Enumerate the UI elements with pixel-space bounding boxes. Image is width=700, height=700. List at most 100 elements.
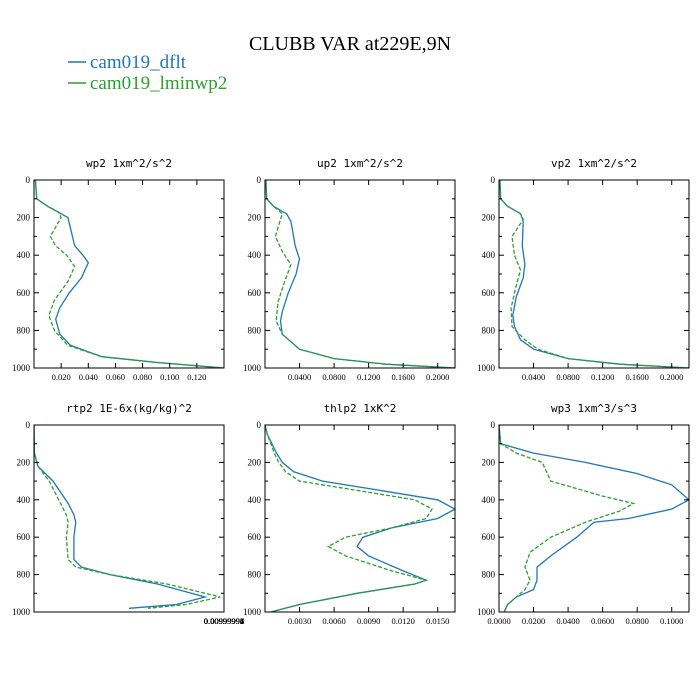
y-tick-label: 0 — [491, 175, 496, 185]
x-tick-label: 0.2000 — [660, 372, 683, 382]
y-tick-label: 800 — [17, 325, 31, 335]
y-tick-label: 1000 — [477, 607, 496, 617]
x-tick-label: 0.100 — [160, 372, 179, 382]
x-tick-label: 0.0400 — [522, 372, 545, 382]
series-line-lminwp2 — [499, 180, 689, 368]
y-tick-label: 400 — [482, 250, 496, 260]
series-line-dflt — [34, 180, 224, 368]
x-tick-label: 0.1000 — [660, 616, 683, 626]
panel-title: thlp2 1xK^2 — [324, 402, 397, 415]
series-line-dflt — [34, 425, 208, 609]
panel-3: vp2 1xm^2/s^2 0 200 400 600 800 1000 0.0400 0.08… — [477, 157, 690, 382]
x-tick-label: 0.1600 — [391, 372, 414, 382]
y-tick-label: 1000 — [12, 363, 31, 373]
series-line-lminwp2 — [265, 425, 433, 612]
y-tick-label: 1000 — [477, 363, 496, 373]
y-tick-label: 600 — [17, 532, 31, 542]
series-line-lminwp2 — [34, 180, 224, 368]
y-tick-label: 1000 — [243, 607, 262, 617]
x-tick-label: 0.0090 — [357, 616, 380, 626]
y-tick-label: 0 — [257, 420, 262, 430]
legend-label-lminwp2: cam019_lminwp2 — [90, 73, 227, 94]
y-tick-label: 1000 — [243, 363, 262, 373]
panel-title: rtp2 1E-6x(kg/kg)^2 — [66, 402, 192, 415]
x-tick-label: 0.120 — [187, 372, 206, 382]
y-tick-label: 600 — [482, 288, 496, 298]
y-tick-label: 200 — [17, 213, 31, 223]
y-tick-label: 400 — [482, 495, 496, 505]
series-line-dflt — [499, 180, 689, 368]
series-line-dflt — [499, 425, 689, 612]
x-tick-label: 0.0150 — [426, 616, 449, 626]
y-tick-label: 800 — [482, 325, 496, 335]
y-tick-label: 400 — [248, 495, 262, 505]
panel-title: vp2 1xm^2/s^2 — [551, 157, 637, 170]
series-line-dflt — [265, 180, 455, 368]
x-tick-label: 0.00999993 — [204, 616, 244, 626]
panel-title: wp3 1xm^3/s^3 — [551, 402, 637, 415]
x-tick-label: 0.00999994 — [204, 616, 245, 626]
y-tick-label: 1000 — [12, 607, 31, 617]
y-tick-label: 800 — [248, 325, 262, 335]
figure-title: CLUBB VAR at229E,9N — [249, 33, 451, 55]
x-tick-label: 0.1200 — [591, 372, 614, 382]
y-tick-label: 200 — [482, 213, 496, 223]
x-tick-label: 0.00999997 — [204, 616, 244, 626]
x-tick-label: 0.080 — [133, 372, 152, 382]
series-line-dflt — [265, 425, 455, 612]
x-tick-label: 0.040 — [79, 372, 98, 382]
panel-title: wp2 1xm^2/s^2 — [86, 157, 172, 170]
y-tick-label: 200 — [248, 213, 262, 223]
x-tick-label: 0.060 — [106, 372, 125, 382]
y-tick-label: 200 — [248, 457, 262, 467]
plot-frame — [264, 424, 456, 613]
panel-1: wp2 1xm^2/s^2 0 200 400 600 800 1000 0.020 0.040… — [12, 157, 225, 382]
plot-frame — [264, 179, 456, 369]
panel-grid: wp2 1xm^2/s^2 0 200 400 600 800 1000 0.020 0.040… — [12, 157, 690, 626]
y-tick-label: 0 — [26, 420, 31, 430]
y-tick-label: 600 — [248, 532, 262, 542]
x-tick-label: 0.00999995 — [204, 616, 244, 626]
series-line-lminwp2 — [34, 425, 221, 609]
y-tick-label: 800 — [248, 570, 262, 580]
y-tick-label: 200 — [482, 457, 496, 467]
panel-4: rtp2 1E-6x(kg/kg)^2 0 200 400 600 800 1000 0.00… — [12, 402, 245, 626]
y-tick-label: 400 — [17, 250, 31, 260]
y-tick-label: 0 — [257, 175, 262, 185]
x-tick-label: 0.0600 — [591, 616, 614, 626]
x-tick-label: 0.1200 — [357, 372, 380, 382]
x-tick-label: 0.00999991 — [204, 616, 244, 626]
y-tick-label: 600 — [482, 532, 496, 542]
y-tick-label: 600 — [17, 288, 31, 298]
x-tick-label: 0.2000 — [426, 372, 449, 382]
x-tick-label: 0.0200 — [522, 616, 545, 626]
x-tick-label: 0.0030 — [288, 616, 311, 626]
y-tick-label: 400 — [17, 495, 31, 505]
x-tick-label: 0.0800 — [322, 372, 345, 382]
x-tick-label: 0.0800 — [625, 616, 648, 626]
y-tick-label: 200 — [17, 457, 31, 467]
x-tick-label: 0.0060 — [322, 616, 345, 626]
x-tick-label: 0.00999996 — [204, 616, 244, 626]
panel-title: up2 1xm^2/s^2 — [317, 157, 403, 170]
x-tick-label: 0.0000 — [487, 616, 510, 626]
series-line-lminwp2 — [499, 425, 636, 612]
panel-5: thlp2 1xK^2 0 200 400 600 800 1000 0.0030 0.0060… — [243, 402, 456, 626]
legend-label-dflt: cam019_dflt — [90, 52, 187, 73]
y-tick-label: 400 — [248, 250, 262, 260]
x-tick-label: 0.00999992 — [204, 616, 244, 626]
x-tick-label: 0.1600 — [625, 372, 648, 382]
series-line-lminwp2 — [265, 180, 455, 368]
panel-2: up2 1xm^2/s^2 0 200 400 600 800 1000 0.0400 0.08… — [243, 157, 456, 382]
x-tick-label: 0.0400 — [556, 616, 579, 626]
x-tick-label: 0.020 — [52, 372, 71, 382]
y-tick-label: 600 — [248, 288, 262, 298]
x-tick-label: 0.0120 — [391, 616, 414, 626]
plot-frame — [33, 424, 225, 613]
x-tick-label: 0.0400 — [288, 372, 311, 382]
y-tick-label: 800 — [17, 570, 31, 580]
plot-frame — [498, 179, 690, 369]
x-tick-label: 0.0800 — [556, 372, 579, 382]
